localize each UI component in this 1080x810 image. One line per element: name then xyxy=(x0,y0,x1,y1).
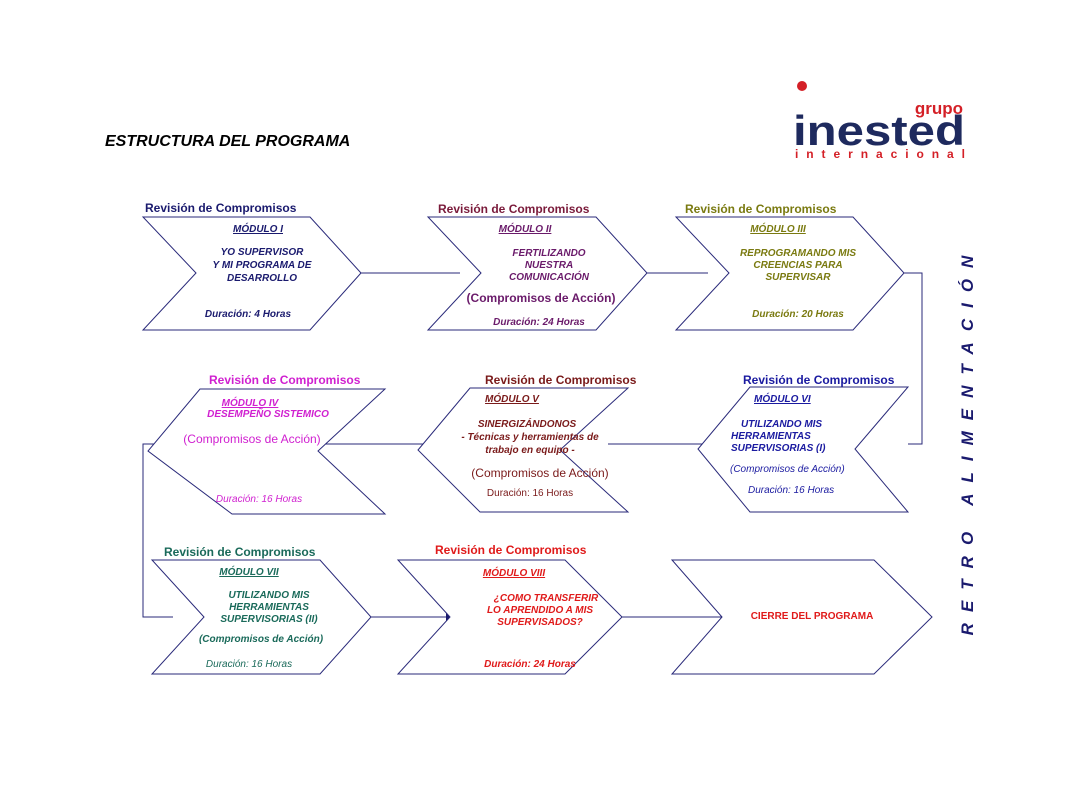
module-5-line-3: trabajo en equipo - xyxy=(485,445,575,456)
module-5-line-1: SINERGIZÁNDONOS xyxy=(478,417,577,430)
module-8-line-3: SUPERVISADOS? xyxy=(497,617,583,628)
logo-word-bottom: internacional xyxy=(795,147,965,161)
module-1-review: Revisión de Compromisos xyxy=(145,201,297,215)
module-4: Revisión de Compromisos MÓDULO IV DESEMP… xyxy=(183,373,360,505)
chevron-module-7 xyxy=(150,559,372,675)
module-7-line-3: SUPERVISORIAS (II) xyxy=(220,614,318,625)
module-1-line-2: Y MI PROGRAMA DE xyxy=(213,260,312,271)
module-1: Revisión de Compromisos MÓDULO I YO SUPE… xyxy=(145,201,312,320)
module-4-commitments: (Compromisos de Acción) xyxy=(183,432,320,446)
logo-word-top: grupo xyxy=(915,99,963,118)
chevrons xyxy=(141,216,933,675)
module-3-line-2: CREENCIAS PARA xyxy=(753,260,842,271)
module-6-duration: Duración: 16 Horas xyxy=(748,485,834,496)
module-5-commitments: (Compromisos de Acción) xyxy=(471,466,608,480)
module-5-title: MÓDULO V xyxy=(485,392,540,405)
page-title: ESTRUCTURA DEL PROGRAMA xyxy=(105,133,350,150)
logo-word-main: inested xyxy=(793,107,965,154)
chevron-module-4 xyxy=(147,388,387,515)
logo-dot xyxy=(797,81,807,91)
module-7-review: Revisión de Compromisos xyxy=(164,545,316,559)
module-7-line-1: UTILIZANDO MIS xyxy=(228,590,309,601)
module-5-review: Revisión de Compromisos xyxy=(485,373,637,387)
module-2-duration: Duración: 24 Horas xyxy=(493,317,585,328)
module-2-line-1: FERTILIZANDO xyxy=(512,248,585,259)
module-7: Revisión de Compromisos MÓDULO VII UTILI… xyxy=(164,545,324,670)
module-5-line-2: - Técnicas y herramientas de xyxy=(461,432,599,443)
module-3-title: MÓDULO III xyxy=(750,222,806,235)
chevron-module-5 xyxy=(417,387,630,513)
module-4-duration: Duración: 16 Horas xyxy=(216,494,302,505)
module-6-title: MÓDULO VI xyxy=(754,392,811,405)
module-3-review: Revisión de Compromisos xyxy=(685,202,837,216)
module-3: Revisión de Compromisos MÓDULO III REPRO… xyxy=(685,202,856,320)
module-7-line-2: HERRAMIENTAS xyxy=(229,602,309,613)
module-4-line-1: DESEMPEÑO SISTEMICO xyxy=(207,407,329,420)
module-8-duration: Duración: 24 Horas xyxy=(484,659,576,670)
module-7-commitments: (Compromisos de Acción) xyxy=(199,634,324,645)
module-6-line-3: SUPERVISORIAS (I) xyxy=(731,443,826,454)
module-1-line-3: DESARROLLO xyxy=(227,273,297,284)
module-3-line-3: SUPERVISAR xyxy=(765,272,831,283)
module-4-title: MÓDULO IV xyxy=(222,396,280,409)
module-4-review: Revisión de Compromisos xyxy=(209,373,361,387)
module-6-line-2: HERRAMIENTAS xyxy=(731,431,811,442)
chevron-module-2 xyxy=(426,216,648,331)
module-6: Revisión de Compromisos MÓDULO VI UTILIZ… xyxy=(730,373,895,496)
chevron-end xyxy=(670,559,933,675)
module-6-review: Revisión de Compromisos xyxy=(743,373,895,387)
module-2-title: MÓDULO II xyxy=(499,222,552,235)
module-2-commitments: (Compromisos de Acción) xyxy=(467,291,616,305)
module-1-title: MÓDULO I xyxy=(233,222,283,235)
module-2-review: Revisión de Compromisos xyxy=(438,202,590,216)
module-2: Revisión de Compromisos MÓDULO II FERTIL… xyxy=(438,202,615,328)
chevron-module-6 xyxy=(697,386,910,513)
module-5: Revisión de Compromisos MÓDULO V SINERGI… xyxy=(461,373,636,499)
module-8: Revisión de Compromisos MÓDULO VIII ¿COM… xyxy=(435,543,599,670)
module-1-line-1: YO SUPERVISOR xyxy=(221,247,305,258)
program-close-label: CIERRE DEL PROGRAMA xyxy=(751,611,874,622)
chevron-module-8 xyxy=(396,559,623,675)
module-8-review: Revisión de Compromisos xyxy=(435,543,587,557)
module-1-duration: Duración: 4 Horas xyxy=(205,309,292,320)
module-7-duration: Duración: 16 Horas xyxy=(206,659,292,670)
connector-m3-m6 xyxy=(904,272,923,445)
module-8-line-2: LO APRENDIDO A MIS xyxy=(487,605,593,616)
module-6-commitments: (Compromisos de Acción) xyxy=(730,464,845,475)
module-5-duration: Duración: 16 Horas xyxy=(487,488,573,499)
module-2-line-3: COMUNICACIÓN xyxy=(509,270,590,283)
module-2-line-2: NUESTRA xyxy=(525,260,573,271)
module-7-title: MÓDULO VII xyxy=(219,565,279,578)
module-3-duration: Duración: 20 Horas xyxy=(752,309,844,320)
connectors xyxy=(142,272,923,622)
module-8-line-1: ¿COMO TRANSFERIR xyxy=(494,593,599,604)
module-3-line-1: REPROGRAMANDO MIS xyxy=(740,248,856,259)
feedback-vertical-label: RETRO ALIMENTACIÓN xyxy=(958,245,977,636)
module-8-title: MÓDULO VIII xyxy=(483,566,545,579)
grupo-inested-logo: grupo inested internacional xyxy=(793,81,965,161)
chevron-module-1 xyxy=(141,216,362,331)
chevron-module-3 xyxy=(674,216,905,331)
module-6-line-1: UTILIZANDO MIS xyxy=(741,419,822,430)
